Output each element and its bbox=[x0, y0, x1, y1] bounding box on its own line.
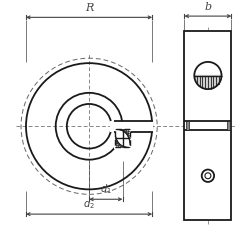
Text: R: R bbox=[85, 4, 93, 14]
Bar bbox=[114, 121, 153, 132]
Text: $d_2$: $d_2$ bbox=[83, 197, 95, 211]
Bar bbox=[115, 130, 130, 147]
Bar bbox=[186, 121, 189, 130]
Text: $d_1$: $d_1$ bbox=[100, 182, 112, 196]
Bar bbox=[110, 121, 112, 132]
Bar bbox=[226, 121, 230, 130]
Bar bbox=[114, 128, 131, 148]
Text: b: b bbox=[204, 2, 212, 12]
Bar bbox=[184, 31, 232, 220]
Polygon shape bbox=[194, 76, 222, 89]
